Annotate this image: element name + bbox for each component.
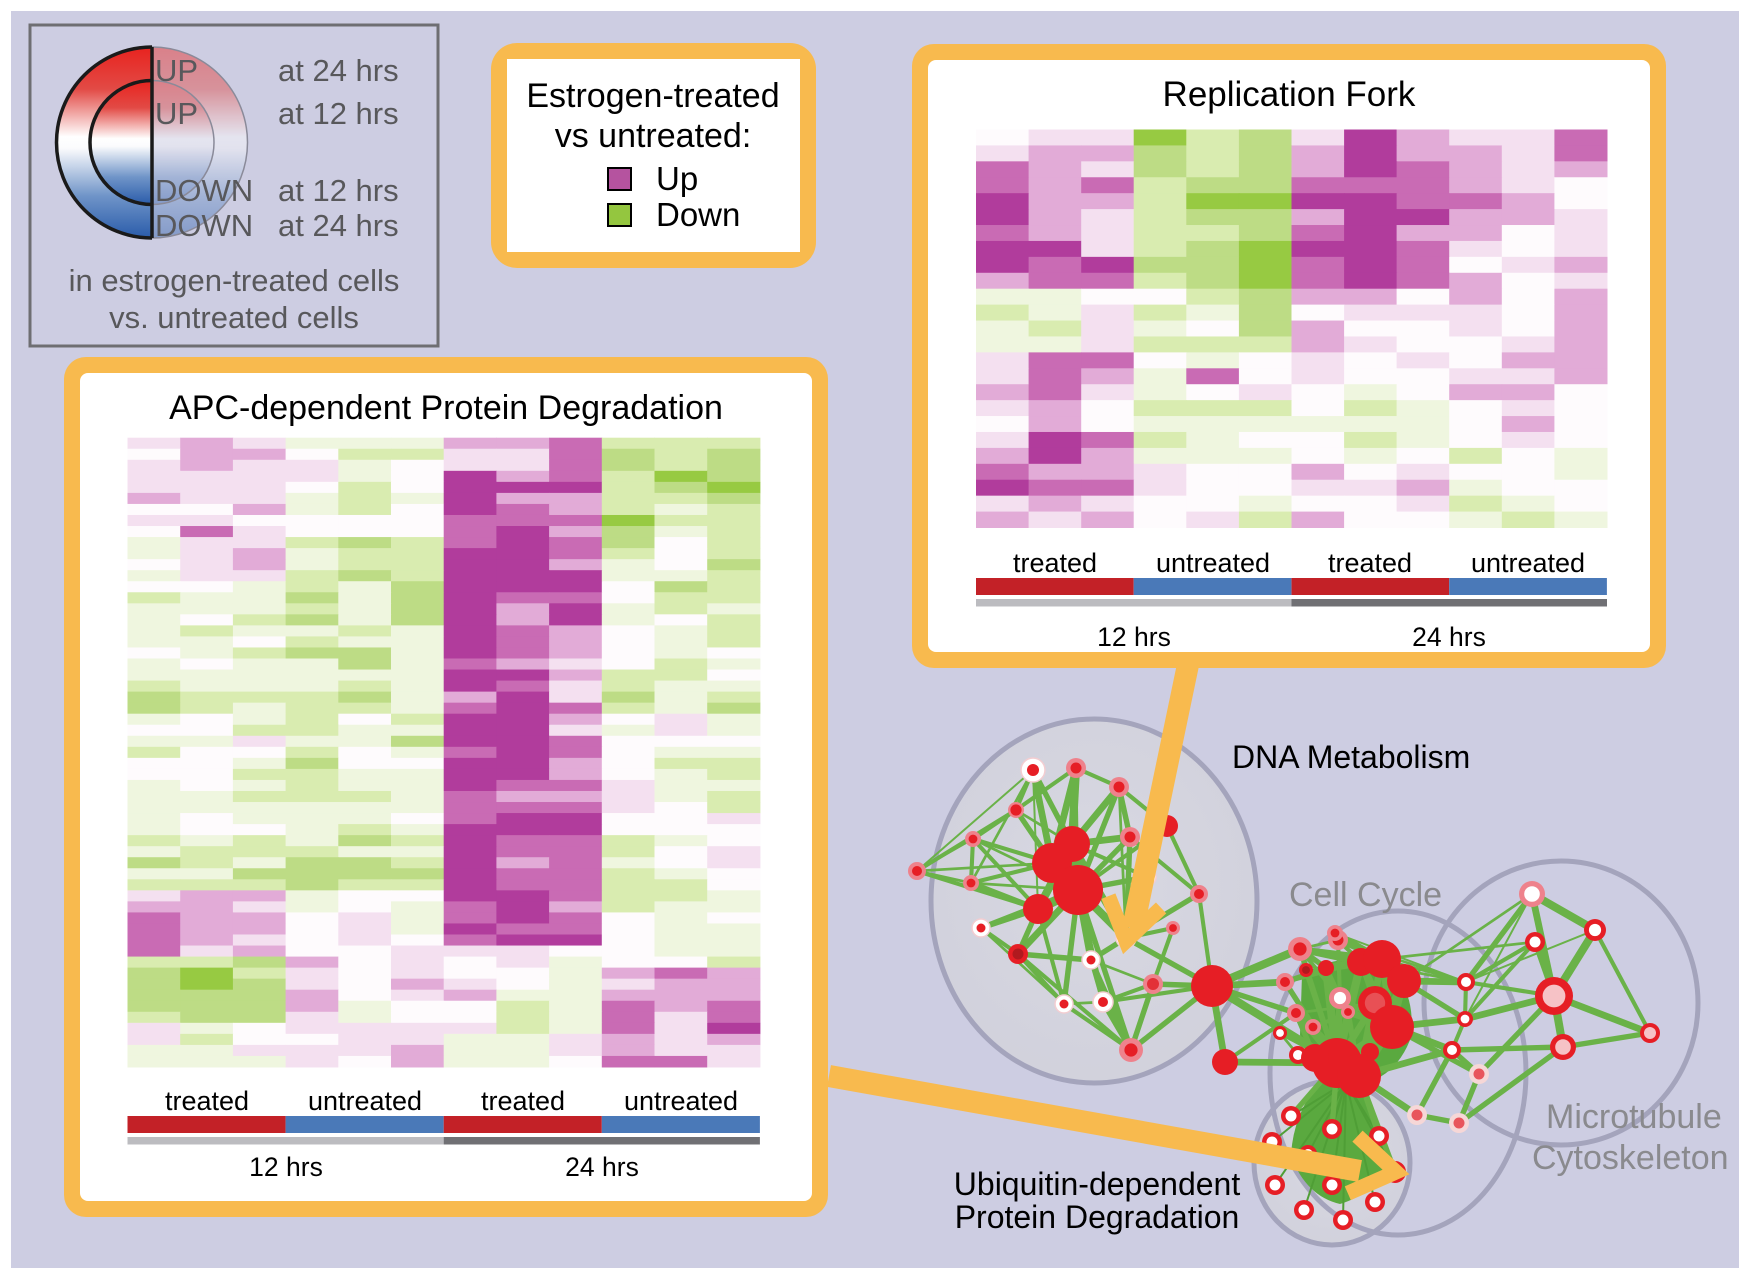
svg-text:Microtubule: Microtubule xyxy=(1546,1098,1722,1136)
svg-text:Replication Fork: Replication Fork xyxy=(1163,75,1416,114)
svg-text:in estrogen-treated cells: in estrogen-treated cells xyxy=(69,263,400,298)
svg-text:untreated: untreated xyxy=(1156,548,1270,578)
svg-text:treated: treated xyxy=(1013,548,1097,578)
svg-text:untreated: untreated xyxy=(624,1086,738,1116)
svg-text:at 12 hrs: at 12 hrs xyxy=(278,173,399,208)
svg-text:at 24 hrs: at 24 hrs xyxy=(278,208,399,243)
svg-text:untreated: untreated xyxy=(1471,548,1585,578)
svg-text:Up: Up xyxy=(656,160,698,197)
svg-text:treated: treated xyxy=(481,1086,565,1116)
svg-text:Estrogen-treated: Estrogen-treated xyxy=(526,77,779,115)
svg-text:12 hrs: 12 hrs xyxy=(1097,622,1171,652)
svg-text:12 hrs: 12 hrs xyxy=(249,1152,323,1182)
svg-text:Protein Degradation: Protein Degradation xyxy=(955,1199,1240,1235)
svg-text:vs untreated:: vs untreated: xyxy=(555,117,752,155)
svg-text:Cell Cycle: Cell Cycle xyxy=(1289,876,1442,914)
svg-text:Ubiquitin-dependent: Ubiquitin-dependent xyxy=(954,1166,1241,1202)
svg-text:Down: Down xyxy=(656,196,740,233)
svg-text:24 hrs: 24 hrs xyxy=(1412,622,1486,652)
svg-text:DOWN: DOWN xyxy=(155,208,253,243)
svg-text:untreated: untreated xyxy=(308,1086,422,1116)
svg-text:at 24 hrs: at 24 hrs xyxy=(278,53,399,88)
svg-text:DOWN: DOWN xyxy=(155,173,253,208)
svg-text:APC-dependent Protein Degradat: APC-dependent Protein Degradation xyxy=(169,389,723,427)
svg-text:vs. untreated cells: vs. untreated cells xyxy=(109,300,359,335)
svg-text:DNA Metabolism: DNA Metabolism xyxy=(1232,739,1470,775)
svg-text:24 hrs: 24 hrs xyxy=(565,1152,639,1182)
svg-text:UP: UP xyxy=(155,53,198,88)
svg-text:at 12 hrs: at 12 hrs xyxy=(278,96,399,131)
svg-text:UP: UP xyxy=(155,96,198,131)
svg-text:Cytoskeleton: Cytoskeleton xyxy=(1532,1139,1729,1177)
svg-text:treated: treated xyxy=(1328,548,1412,578)
svg-text:treated: treated xyxy=(165,1086,249,1116)
